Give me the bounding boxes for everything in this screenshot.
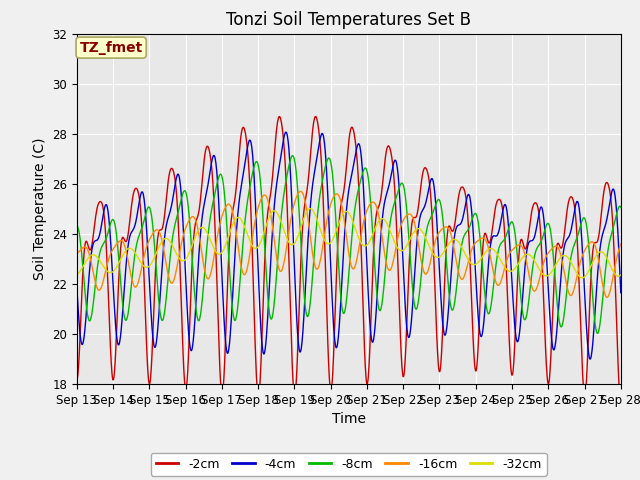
- -2cm: [180, 379, 188, 384]
- -4cm: [434, 229, 442, 235]
- -4cm: [586, 356, 594, 362]
- -32cm: [617, 272, 625, 278]
- Line: -2cm: -2cm: [77, 117, 621, 405]
- -2cm: [617, 402, 625, 408]
- -32cm: [255, 243, 262, 249]
- -4cm: [617, 290, 625, 296]
- -8cm: [73, 223, 81, 228]
- -8cm: [180, 188, 188, 193]
- Line: -8cm: -8cm: [77, 156, 621, 333]
- Legend: -2cm, -4cm, -8cm, -16cm, -32cm: -2cm, -4cm, -8cm, -16cm, -32cm: [151, 453, 547, 476]
- -32cm: [434, 254, 442, 260]
- -32cm: [505, 268, 513, 274]
- Line: -4cm: -4cm: [77, 132, 621, 359]
- -32cm: [180, 257, 188, 263]
- -16cm: [194, 226, 202, 231]
- -32cm: [553, 261, 561, 266]
- -32cm: [73, 272, 81, 277]
- -2cm: [255, 394, 262, 399]
- X-axis label: Time: Time: [332, 412, 366, 426]
- -8cm: [505, 226, 513, 231]
- -4cm: [282, 129, 290, 135]
- -16cm: [180, 228, 188, 234]
- -8cm: [289, 153, 296, 158]
- -8cm: [617, 204, 625, 210]
- -2cm: [73, 376, 81, 382]
- -16cm: [73, 251, 81, 257]
- Text: TZ_fmet: TZ_fmet: [79, 41, 143, 55]
- Line: -16cm: -16cm: [77, 192, 621, 297]
- -4cm: [553, 331, 561, 337]
- -8cm: [194, 317, 202, 323]
- -4cm: [194, 270, 202, 276]
- -4cm: [180, 251, 188, 257]
- -2cm: [553, 245, 561, 251]
- -16cm: [553, 243, 561, 249]
- Title: Tonzi Soil Temperatures Set B: Tonzi Soil Temperatures Set B: [227, 11, 471, 29]
- -16cm: [617, 241, 625, 247]
- -2cm: [505, 320, 513, 326]
- -4cm: [255, 278, 262, 284]
- -4cm: [505, 224, 513, 229]
- -2cm: [276, 114, 284, 120]
- -2cm: [194, 214, 202, 219]
- -32cm: [194, 228, 202, 234]
- -16cm: [255, 203, 262, 209]
- -8cm: [434, 198, 442, 204]
- Line: -32cm: -32cm: [77, 209, 621, 278]
- -8cm: [553, 293, 561, 299]
- -16cm: [505, 252, 513, 258]
- Y-axis label: Soil Temperature (C): Soil Temperature (C): [33, 138, 47, 280]
- -16cm: [434, 232, 442, 238]
- -8cm: [255, 164, 262, 170]
- -2cm: [434, 348, 442, 353]
- -32cm: [579, 275, 586, 281]
- -4cm: [73, 284, 81, 289]
- -32cm: [306, 206, 314, 212]
- -16cm: [604, 294, 611, 300]
- -8cm: [593, 330, 601, 336]
- -16cm: [297, 189, 305, 194]
